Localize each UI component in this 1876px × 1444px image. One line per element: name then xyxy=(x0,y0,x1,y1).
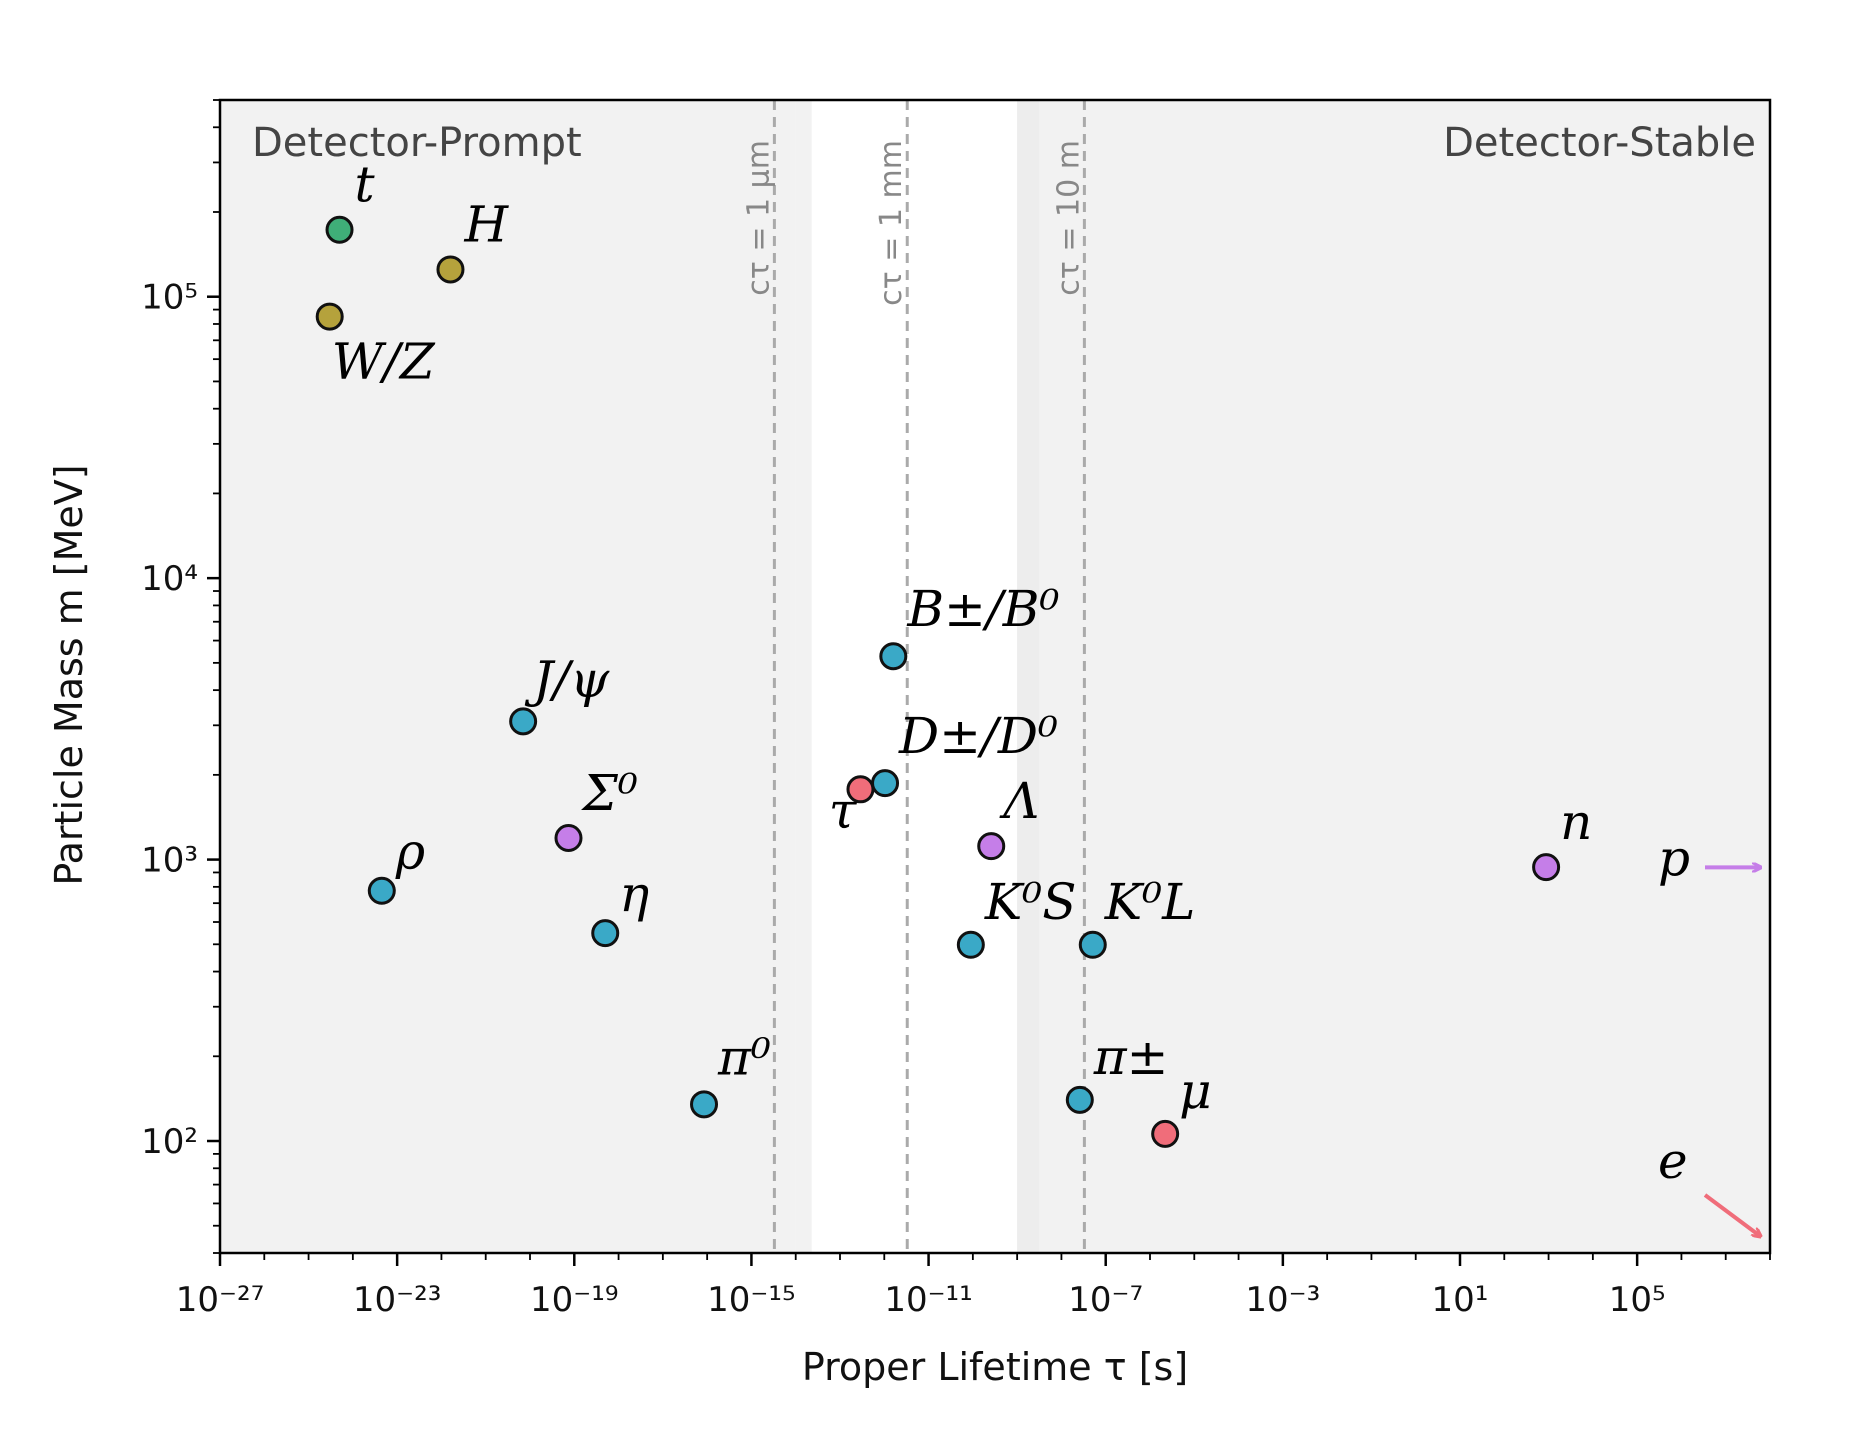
region-edge-band xyxy=(795,100,812,1253)
point-marker xyxy=(325,215,354,244)
ctau-label: cτ = 1 mm xyxy=(874,140,909,306)
point-marker xyxy=(690,1090,719,1119)
ctau-label: cτ = 1 μm xyxy=(741,140,776,296)
x-tick-label: 10⁻³ xyxy=(1245,1280,1320,1320)
region-band xyxy=(220,100,796,1253)
point-marker xyxy=(1065,1085,1094,1114)
y-tick-label: 10² xyxy=(141,1122,198,1162)
point-label: K⁰S xyxy=(984,873,1077,931)
point-label: π⁰ xyxy=(717,1028,771,1086)
x-tick-label: 10¹ xyxy=(1432,1280,1489,1320)
point-marker xyxy=(956,930,985,959)
point-marker xyxy=(1532,853,1561,882)
y-tick-label: 10⁴ xyxy=(141,559,198,599)
point-marker xyxy=(554,824,583,853)
x-tick-label: 10⁻⁷ xyxy=(1068,1280,1143,1320)
point-label: t xyxy=(355,156,376,214)
offscale-arrow xyxy=(1703,1193,1760,1236)
point-label: π± xyxy=(1093,1028,1169,1086)
point-marker xyxy=(977,832,1006,861)
point-label: τ xyxy=(829,781,858,839)
region-band xyxy=(1017,100,1770,1253)
x-tick-label: 10⁻¹⁵ xyxy=(707,1280,795,1320)
point-label: W/Z xyxy=(332,333,436,391)
region-label-prompt: Detector-Prompt xyxy=(252,120,582,166)
y-axis-title: Particle Mass m [MeV] xyxy=(47,464,91,885)
point-marker xyxy=(315,302,344,331)
point-label: ρ xyxy=(395,823,426,881)
point-label: J/ψ xyxy=(524,650,610,708)
point-marker xyxy=(1078,930,1107,959)
point-label: B±/B⁰ xyxy=(906,580,1059,638)
x-tick-label: 10⁻¹¹ xyxy=(884,1280,972,1320)
x-tick-label: 10⁵ xyxy=(1609,1280,1666,1320)
offscale-label: p xyxy=(1658,829,1690,887)
point-marker xyxy=(509,707,538,736)
point-label: μ xyxy=(1179,1062,1212,1120)
region-edge-band xyxy=(1017,100,1040,1253)
point-marker xyxy=(879,642,908,671)
plot-frame xyxy=(218,98,1772,1255)
y-tick-label: 10³ xyxy=(141,841,198,881)
ctau-label: cτ = 10 m xyxy=(1051,140,1086,296)
point-label: H xyxy=(463,195,509,253)
x-axis-title: Proper Lifetime τ [s] xyxy=(802,1345,1188,1389)
x-tick-label: 10⁻²³ xyxy=(353,1280,441,1320)
point-marker xyxy=(436,255,465,284)
point-label: Σ⁰ xyxy=(580,764,637,822)
point-label: η xyxy=(619,865,649,923)
y-tick-label: 10⁵ xyxy=(141,278,198,318)
point-label: Λ xyxy=(999,772,1039,830)
x-tick-label: 10⁻²⁷ xyxy=(176,1280,264,1320)
offscale-label: e xyxy=(1658,1132,1688,1190)
point-marker xyxy=(591,919,620,948)
point-marker xyxy=(871,769,900,798)
point-label: n xyxy=(1560,793,1592,851)
region-label-stable: Detector-Stable xyxy=(1443,120,1756,166)
point-marker xyxy=(367,876,396,905)
point-marker xyxy=(1151,1119,1180,1148)
point-label: K⁰L xyxy=(1104,873,1196,931)
point-label: D±/D⁰ xyxy=(898,707,1058,765)
x-tick-label: 10⁻¹⁹ xyxy=(530,1280,618,1320)
